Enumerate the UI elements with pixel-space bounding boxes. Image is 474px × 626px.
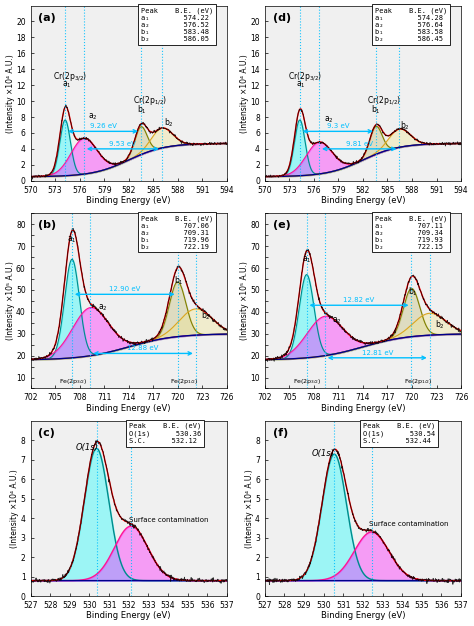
Text: b$_1$: b$_1$: [408, 285, 418, 298]
Text: (b): (b): [38, 220, 56, 230]
Text: a$_2$: a$_2$: [324, 114, 333, 125]
Y-axis label: (Intensity ×10⁴ A.U.): (Intensity ×10⁴ A.U.): [240, 54, 249, 133]
Text: Surface contamination: Surface contamination: [369, 521, 448, 527]
Text: Peak    B.E. (eV)
a₁        707.06
a₂        709.31
b₁        719.96
b₂        7: Peak B.E. (eV) a₁ 707.06 a₂ 709.31 b₁ 71…: [140, 215, 213, 250]
X-axis label: Binding Energy (eV): Binding Energy (eV): [321, 612, 405, 620]
Text: 12.90 eV: 12.90 eV: [109, 286, 140, 292]
X-axis label: Binding Energy (eV): Binding Energy (eV): [86, 404, 171, 413]
Text: a$_1$: a$_1$: [301, 254, 311, 265]
Text: (e): (e): [273, 220, 291, 230]
Text: 9.26 eV: 9.26 eV: [90, 123, 117, 130]
Text: 12.88 eV: 12.88 eV: [128, 345, 159, 351]
Y-axis label: (Intensity ×10⁵ A.U.): (Intensity ×10⁵ A.U.): [6, 262, 15, 341]
Text: 9.3 eV: 9.3 eV: [327, 123, 349, 130]
Text: Peak    B.E. (eV)
O(1s)      530.54
S.C.      532.44: Peak B.E. (eV) O(1s) 530.54 S.C. 532.44: [363, 423, 435, 444]
Text: b$_1$: b$_1$: [137, 103, 147, 116]
Y-axis label: (Intensity ×10⁵ A.U.): (Intensity ×10⁵ A.U.): [240, 262, 249, 341]
Text: Fe(2p$_{3/2}$): Fe(2p$_{3/2}$): [293, 377, 322, 386]
Text: a$_2$: a$_2$: [88, 111, 98, 122]
Text: (a): (a): [38, 13, 56, 23]
Y-axis label: (Intensity ×10⁴ A.U.): (Intensity ×10⁴ A.U.): [6, 54, 15, 133]
Text: b$_1$: b$_1$: [174, 274, 183, 287]
X-axis label: Binding Energy (eV): Binding Energy (eV): [86, 196, 171, 205]
Text: O(1s): O(1s): [312, 449, 335, 458]
X-axis label: Binding Energy (eV): Binding Energy (eV): [321, 196, 405, 205]
Text: Cr(2p$_{1/2}$): Cr(2p$_{1/2}$): [367, 94, 401, 106]
Text: 12.82 eV: 12.82 eV: [343, 297, 374, 303]
Text: Cr(2p$_{3/2}$): Cr(2p$_{3/2}$): [54, 70, 88, 83]
Text: b$_2$: b$_2$: [435, 318, 445, 331]
Text: 12.81 eV: 12.81 eV: [362, 349, 393, 356]
Text: O(1s): O(1s): [76, 443, 99, 452]
Text: a$_2$: a$_2$: [332, 316, 341, 326]
Text: (f): (f): [273, 428, 288, 438]
Text: Cr(2p$_{1/2}$): Cr(2p$_{1/2}$): [133, 94, 167, 106]
Text: Fe(2p$_{1/2}$): Fe(2p$_{1/2}$): [404, 377, 433, 386]
Y-axis label: (Intensity ×10⁴ A.U.): (Intensity ×10⁴ A.U.): [10, 470, 19, 548]
Text: Fe(2p$_{3/2}$): Fe(2p$_{3/2}$): [59, 377, 88, 386]
Text: a$_1$: a$_1$: [67, 235, 77, 245]
Text: 9.53 eV: 9.53 eV: [109, 141, 137, 147]
X-axis label: Binding Energy (eV): Binding Energy (eV): [321, 404, 405, 413]
Text: a$_2$: a$_2$: [98, 302, 107, 313]
Text: Surface contamination: Surface contamination: [129, 517, 208, 523]
Text: b$_2$: b$_2$: [164, 117, 174, 130]
Text: a$_1$: a$_1$: [296, 80, 305, 90]
Text: Peak    B.E. (eV)
a₁        707.11
a₂        709.34
b₁        719.93
b₂        7: Peak B.E. (eV) a₁ 707.11 a₂ 709.34 b₁ 71…: [375, 215, 447, 250]
Text: a$_1$: a$_1$: [62, 80, 71, 90]
Text: b$_2$: b$_2$: [201, 309, 210, 322]
Text: (c): (c): [38, 428, 55, 438]
Text: b$_2$: b$_2$: [400, 119, 410, 131]
Text: 9.81 eV: 9.81 eV: [346, 141, 373, 147]
Text: Peak    B.E. (eV)
a₁        574.28
a₂        576.64
b₁        583.58
b₂        5: Peak B.E. (eV) a₁ 574.28 a₂ 576.64 b₁ 58…: [375, 8, 447, 42]
Text: (d): (d): [273, 13, 291, 23]
Y-axis label: (Intensity ×10⁴ A.U.): (Intensity ×10⁴ A.U.): [245, 470, 254, 548]
X-axis label: Binding Energy (eV): Binding Energy (eV): [86, 612, 171, 620]
Text: Cr(2p$_{3/2}$): Cr(2p$_{3/2}$): [288, 70, 322, 83]
Text: Peak    B.E. (eV)
a₁        574.22
a₂        576.52
b₁        583.48
b₂        5: Peak B.E. (eV) a₁ 574.22 a₂ 576.52 b₁ 58…: [140, 8, 213, 42]
Text: b$_1$: b$_1$: [371, 103, 381, 116]
Text: Fe(2p$_{1/2}$): Fe(2p$_{1/2}$): [170, 377, 199, 386]
Text: Peak    B.E. (eV)
O(1s)      530.36
S.C.      532.12: Peak B.E. (eV) O(1s) 530.36 S.C. 532.12: [129, 423, 201, 444]
